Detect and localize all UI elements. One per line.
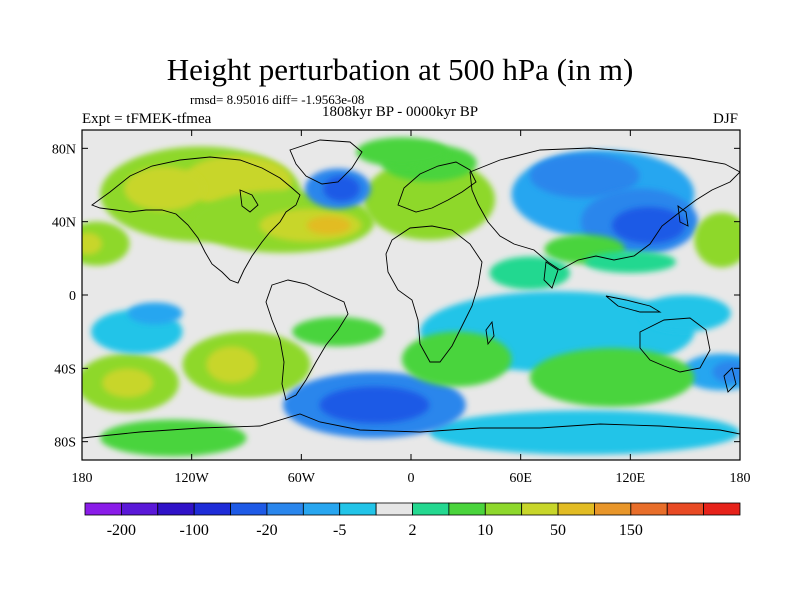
colorbar-swatch-5	[266, 502, 304, 516]
colorbar-label: -100	[180, 522, 209, 539]
colorbar-swatch-15	[630, 502, 668, 516]
plot-title: Height perturbation at 500 hPa (in m)	[166, 52, 634, 87]
x-tick-label: 180	[72, 471, 93, 486]
anomaly-region-37	[100, 419, 247, 457]
anomaly-region-8	[363, 159, 496, 240]
colorbar-label: -200	[107, 522, 136, 539]
anomaly-region-14	[529, 153, 640, 198]
anomaly-region-24	[712, 361, 740, 383]
anomaly-region-5	[306, 216, 351, 235]
anomaly-region-16	[612, 207, 686, 244]
colorbar-swatch-3	[193, 502, 231, 516]
anomaly-region-7	[82, 232, 103, 255]
x-tick-label: 120W	[175, 471, 210, 486]
latitude-axis: 80N 40N 0 40S 80S	[52, 142, 740, 451]
colorbar-label: -5	[333, 522, 346, 539]
colorbar-swatch-17	[703, 502, 741, 516]
coastlines	[82, 139, 740, 439]
y-tick-label: 0	[69, 289, 76, 304]
y-tick-label: 80N	[52, 142, 76, 157]
contour-fill-layer	[82, 137, 740, 457]
colorbar-swatch-11	[484, 502, 523, 516]
x-tick-label: 60W	[288, 471, 316, 486]
anomaly-region-22	[639, 295, 731, 332]
colorbar-swatch-0	[84, 502, 122, 516]
y-tick-label: 40N	[52, 216, 76, 231]
anomaly-region-35	[292, 317, 384, 347]
colorbar: -200 -100 -20 -5 2 10 50 150	[84, 502, 741, 539]
colorbar-swatch-12	[521, 502, 559, 516]
anomaly-region-26	[429, 410, 740, 455]
colorbar-swatch-14	[594, 502, 632, 516]
longitude-axis: 180 120W 60W 0 60E 120E 180	[72, 130, 751, 486]
anomaly-region-32	[206, 346, 258, 383]
colorbar-swatch-2	[157, 502, 195, 516]
experiment-label: Expt = tFMEK-tfmea	[82, 111, 212, 127]
anomaly-region-11	[323, 175, 360, 202]
anomaly-region-34	[319, 386, 430, 424]
colorbar-swatch-4	[230, 502, 268, 516]
colorbar-label: 2	[409, 522, 417, 539]
colorbar-swatch-6	[302, 502, 341, 516]
anomaly-region-30	[127, 302, 183, 325]
anomaly-region-12	[356, 137, 448, 167]
rmsd-diff-stats: rmsd= 8.95016 diff= -1.9563e-08	[190, 92, 365, 107]
anomaly-region-20	[584, 251, 677, 273]
x-tick-label: 180	[730, 471, 751, 486]
colorbar-swatch-7	[339, 502, 377, 516]
colorbar-swatch-16	[666, 502, 705, 516]
x-tick-label: 60E	[509, 471, 532, 486]
colorbar-swatch-1	[120, 502, 159, 516]
colorbar-label: -20	[256, 522, 277, 539]
period-label: 1808kyr BP - 0000kyr BP	[322, 104, 479, 120]
colorbar-label: 150	[619, 522, 643, 539]
colorbar-swatch-13	[557, 502, 595, 516]
colorbar-label: 50	[550, 522, 566, 539]
anomaly-region-17	[694, 212, 740, 268]
season-label: DJF	[712, 111, 738, 127]
anomaly-region-19	[489, 256, 571, 290]
x-tick-label: 0	[408, 471, 415, 486]
anomaly-region-28	[102, 368, 154, 398]
colorbar-swatch-10	[448, 502, 486, 516]
anomaly-region-36	[401, 331, 512, 387]
anomaly-region-2	[124, 166, 205, 211]
colorbar-swatch-8	[375, 502, 413, 516]
y-tick-label: 80S	[54, 436, 76, 451]
anomaly-region-6	[82, 221, 130, 266]
colorbar-label: 10	[477, 522, 493, 539]
x-tick-label: 120E	[616, 471, 646, 486]
y-tick-label: 40S	[54, 362, 76, 377]
colorbar-swatch-9	[412, 502, 450, 516]
anomaly-region-25	[529, 348, 695, 407]
